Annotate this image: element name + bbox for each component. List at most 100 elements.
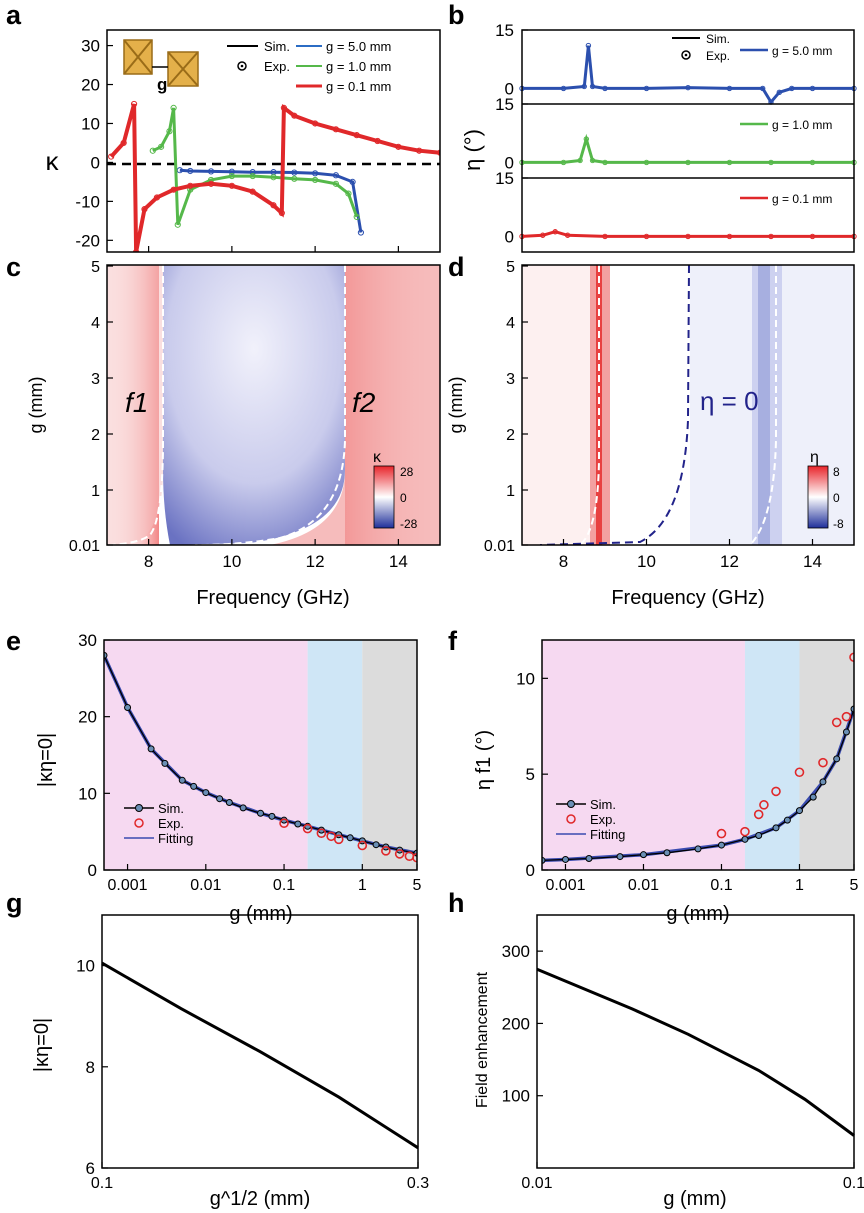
legend-a-g5: g = 5.0 mm [326,39,391,54]
data-point [291,112,298,119]
data-point [278,209,285,217]
unit-cell-inset: g [123,39,199,94]
data-point [643,233,650,240]
data-point [726,159,733,166]
f1-boundary-line [109,265,164,545]
legend-f: Sim. Exp. Fitting [556,797,625,842]
g-y-tick-label: 10 [76,957,95,976]
data-point [577,157,583,164]
x-axis-label-c: Frequency (GHz) [196,587,349,609]
chart-a: -20 -10 0 10 20 30 κ g Sim. Exp. g = 5.0 mm g… [46,29,441,253]
y-tick-label: 15 [495,21,514,40]
legend-a: Sim. Exp. g = 5.0 mm g = 1.0 mm g = 0.1 … [227,39,391,94]
legend-a-exp: Exp. [264,59,290,74]
panel-letter-c: c [6,252,21,282]
chart-c: f1 f2 κ 28 0 -28 Frequency (GHz) g (mm) [26,264,441,609]
sim-point [833,755,841,763]
series-line [101,961,419,1150]
y-axis-label-a: κ [46,146,60,176]
exp-point [818,757,828,768]
exp-point [759,800,769,810]
shaded-region [104,640,308,870]
data-point [228,172,235,180]
data-point [643,159,650,166]
f2-boundary-line-d [749,265,777,545]
data-point [560,85,567,92]
data-point [726,233,733,240]
y-tick-label: -20 [75,231,100,250]
data-point [760,85,766,92]
y-tick-label: 10 [81,114,100,133]
d-x-tick-label: 12 [720,552,739,571]
legend-e-fit: Fitting [158,831,193,846]
c-y-tick-label: 3 [91,371,100,388]
legend-label: g = 0.1 mm [772,192,832,206]
exp-point [357,840,368,851]
series-line [521,230,854,238]
legend-a-g1: g = 1.0 mm [326,59,391,74]
data-point [291,175,298,182]
data-point [552,229,558,235]
e-y-tick-label: 0 [88,861,97,880]
e-y-tick-label: 30 [78,631,97,650]
data-point [602,85,608,92]
colorbar-min-d: -8 [833,517,844,531]
h-y-tick-label: 300 [502,942,530,961]
legend-e-sim: Sim. [158,801,184,816]
g-x-tick-label: 0.3 [407,1175,429,1192]
data-point [312,170,319,177]
d-y-tick-label: 1 [506,483,515,500]
series-line [536,967,855,1137]
data-point [270,202,277,209]
data-point [207,168,215,175]
f-y-tick-label: 0 [526,861,535,880]
y-axis-label-e: |κη=0| [35,733,57,787]
series-line [179,168,363,233]
data-point [141,206,148,213]
data-point [174,221,181,228]
exp-point [771,786,781,797]
exp-point [753,809,764,820]
data-point [374,137,381,145]
sim-point [190,782,198,790]
y-tick-label: -10 [75,192,100,211]
sim-point [741,835,749,843]
data-point [270,174,277,181]
c-y-tick-label: 1 [91,483,100,500]
y-axis-label-g: |κη=0| [31,1018,53,1072]
legend-e-exp: Exp. [158,816,184,831]
chart-g: g^1/2 (mm) |κη=0| [31,914,419,1210]
h-y-tick-label: 200 [502,1014,530,1033]
panel-letter-g: g [6,888,23,918]
data-point [332,126,340,133]
e-x-tick-label: 0.001 [108,877,148,894]
legend-a-g01: g = 0.1 mm [326,79,391,94]
sim-point [717,841,725,849]
sim-point [147,745,155,753]
data-point [108,153,115,160]
data-point [564,232,571,238]
panel-letter-b: b [448,0,465,30]
eta-zero-line [539,265,690,545]
d-y-tick-label: 0.01 [484,538,515,555]
y-tick-label: 0 [505,153,514,172]
f1-annotation: f1 [125,387,148,418]
d-y-tick-label: 4 [506,315,515,332]
data-point [353,132,360,139]
data-point [312,120,319,127]
plot-frame-g [101,914,419,1169]
x-axis-label-h: g (mm) [663,1188,726,1210]
exp-point [831,717,842,728]
shaded-region [744,640,800,870]
sim-point [772,824,780,832]
exp-point [394,849,405,859]
c-x-tick-label: 12 [306,552,325,571]
x-axis-label-g: g^1/2 (mm) [210,1188,311,1210]
x-axis-label-e: g (mm) [229,903,292,925]
colorbar-mid-d: 0 [833,491,840,505]
h-x-tick-label: 0.1 [843,1175,864,1192]
data-point [602,159,608,166]
shaded-region [307,640,363,870]
eta-zero-annotation: η = 0 [700,386,759,416]
